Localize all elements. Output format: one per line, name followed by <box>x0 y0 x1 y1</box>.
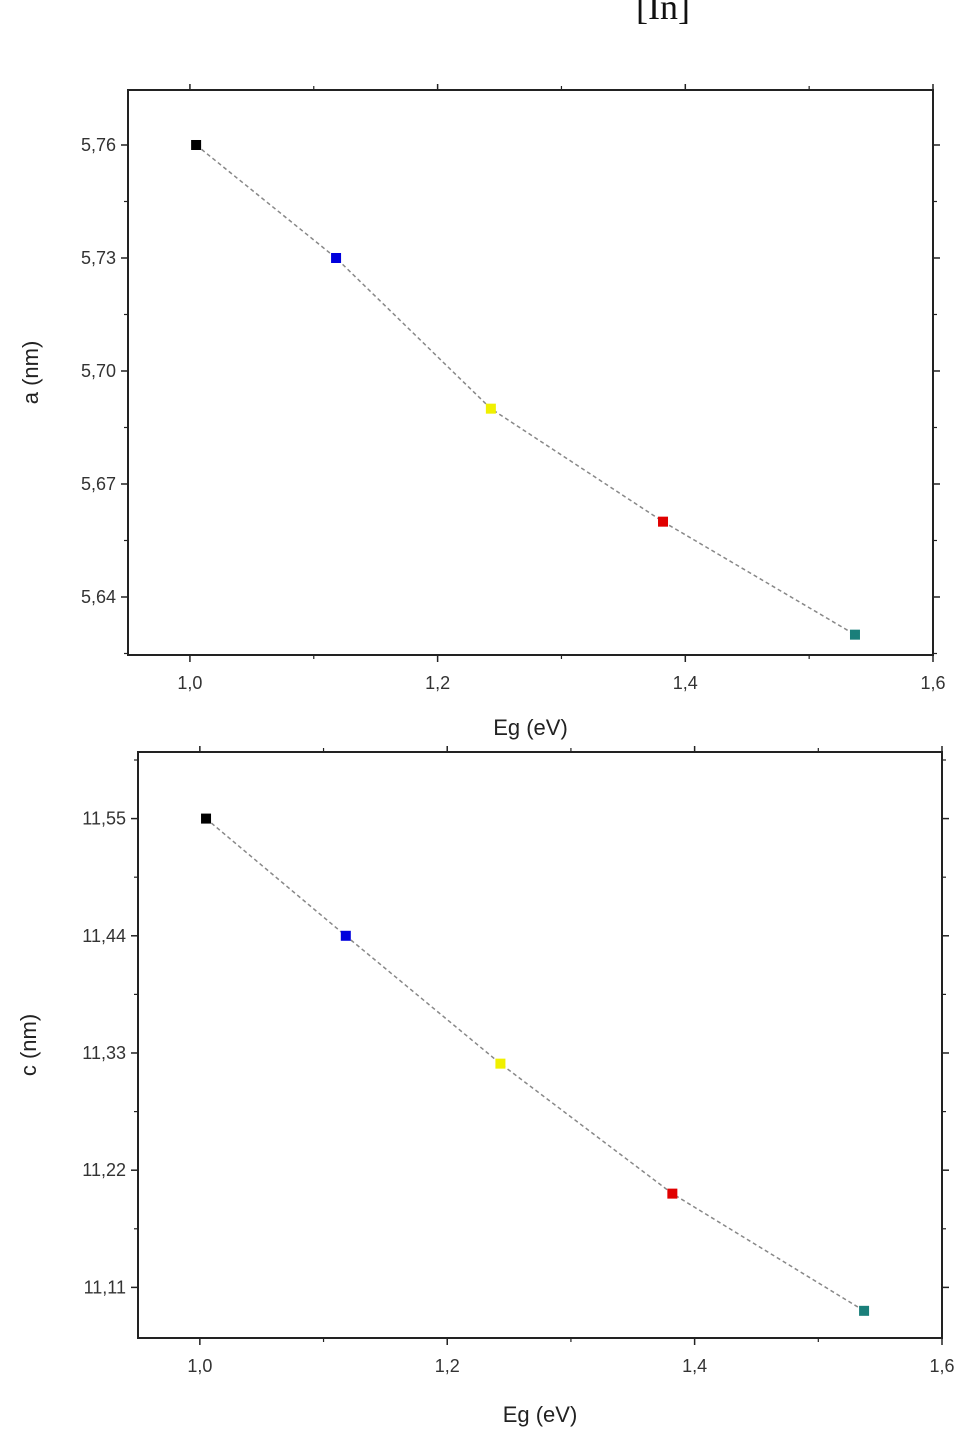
data-point <box>859 1305 870 1316</box>
y-tick-label: 5,67 <box>81 474 116 494</box>
y-tick-label: 5,64 <box>81 587 116 607</box>
x-tick-label: 1,0 <box>187 1356 212 1376</box>
data-point <box>331 252 342 263</box>
data-point <box>191 139 202 150</box>
data-point <box>485 403 496 414</box>
y-tick-label: 11,33 <box>82 1043 126 1063</box>
data-point <box>849 629 860 640</box>
y-tick-label: 11,44 <box>82 926 126 946</box>
chart-1: 1,0 1,2 1,4 1,6 5,64 5,67 5,70 5,73 5,76 Eg (eV) a… <box>18 84 946 740</box>
x-tick-label: 1,2 <box>425 673 450 693</box>
top-caption: [In] <box>636 0 690 27</box>
series-line <box>195 144 856 636</box>
y-tick-label: 11,22 <box>82 1160 126 1180</box>
y-tick-label: 5,76 <box>81 135 116 155</box>
y-tick-label: 11,11 <box>84 1277 126 1297</box>
data-point <box>495 1058 506 1069</box>
data-point <box>667 1188 678 1199</box>
plot-frame <box>137 751 943 1339</box>
series-line <box>205 818 865 1312</box>
x-tick-label: 1,6 <box>929 1356 954 1376</box>
y-tick-label: 5,73 <box>81 248 116 268</box>
x-tick-label: 1,2 <box>435 1356 460 1376</box>
x-tick-label: 1,4 <box>673 673 698 693</box>
chart-2: 1,0 1,2 1,4 1,6 11,11 11,22 11,33 11,44 11,55 Eg … <box>16 746 955 1427</box>
data-point <box>201 813 212 824</box>
x-axis-label: Eg (eV) <box>503 1402 578 1427</box>
data-point <box>658 516 669 527</box>
x-tick-label: 1,0 <box>177 673 202 693</box>
y-axis-label: c (nm) <box>16 1014 41 1076</box>
plot-frame <box>127 89 934 656</box>
x-tick-label: 1,4 <box>682 1356 707 1376</box>
y-tick-label: 5,70 <box>81 361 116 381</box>
data-point <box>340 930 351 941</box>
x-tick-label: 1,6 <box>920 673 945 693</box>
y-axis-label: a (nm) <box>18 341 43 405</box>
y-tick-label: 11,55 <box>82 809 126 829</box>
x-axis-label: Eg (eV) <box>493 715 568 740</box>
